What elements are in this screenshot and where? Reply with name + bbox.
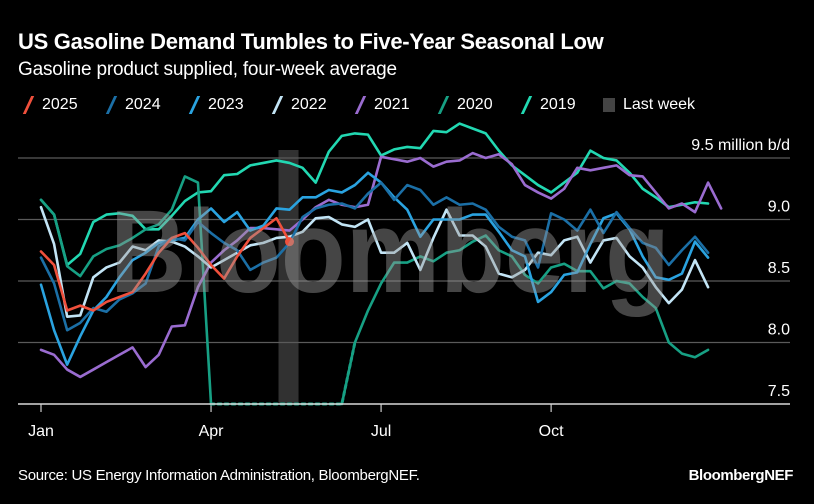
- x-tick-label: Jul: [371, 423, 391, 440]
- legend-item-2021: 2021: [352, 96, 435, 114]
- legend-label: 2019: [540, 96, 576, 113]
- chart-subtitle: Gasoline product supplied, four-week ave…: [18, 59, 397, 80]
- y-tick-label: 8.0: [768, 322, 790, 339]
- legend-label: 2021: [374, 96, 410, 113]
- series-line-2019: [39, 122, 710, 267]
- legend-label: Last week: [623, 96, 696, 113]
- series-endpoint-2025: [285, 237, 295, 247]
- x-tick-label: Apr: [199, 423, 225, 440]
- legend-label: 2023: [208, 96, 244, 113]
- bloomberg-watermark: Bloomberg: [110, 186, 670, 318]
- source-note: Source: US Energy Information Administra…: [18, 467, 420, 484]
- x-tick-label: Oct: [539, 423, 564, 440]
- legend-item-2020: 2020: [435, 96, 518, 114]
- legend-label: 2025: [42, 96, 78, 113]
- legend-item-last-week: Last week: [601, 96, 721, 114]
- legend-swatch-last-week: [603, 98, 615, 112]
- series-line-2020: [340, 234, 710, 406]
- last-week-band: [278, 150, 299, 404]
- series-line-2020: [39, 175, 213, 406]
- legend-label: 2020: [457, 96, 493, 113]
- y-tick-label: 7.5: [768, 383, 790, 400]
- legend-label: 2022: [291, 96, 327, 113]
- legend-item-2024: 2024: [103, 96, 186, 114]
- legend-item-2022: 2022: [269, 96, 352, 114]
- legend-item-2019: 2019: [518, 96, 601, 114]
- series-line-2022: [39, 205, 710, 318]
- legend-label: 2024: [125, 96, 161, 113]
- legend-item-2025: 2025: [20, 96, 103, 114]
- y-tick-label: 9.0: [768, 199, 790, 216]
- series-line-2021: [39, 151, 723, 379]
- legend: 2025 2024 2023 2022 2021 2020 2019 Last …: [20, 96, 721, 114]
- series-line-2025: [39, 216, 291, 312]
- series-line-2023: [39, 171, 710, 366]
- brand-logo: BloombergNEF: [688, 467, 794, 484]
- x-tick-label: Jan: [28, 423, 54, 440]
- y-tick-label: 9.5 million b/d: [691, 137, 790, 154]
- chart-title: US Gasoline Demand Tumbles to Five-Year …: [18, 29, 604, 54]
- legend-item-2023: 2023: [186, 96, 269, 114]
- y-tick-label: 8.5: [768, 260, 790, 277]
